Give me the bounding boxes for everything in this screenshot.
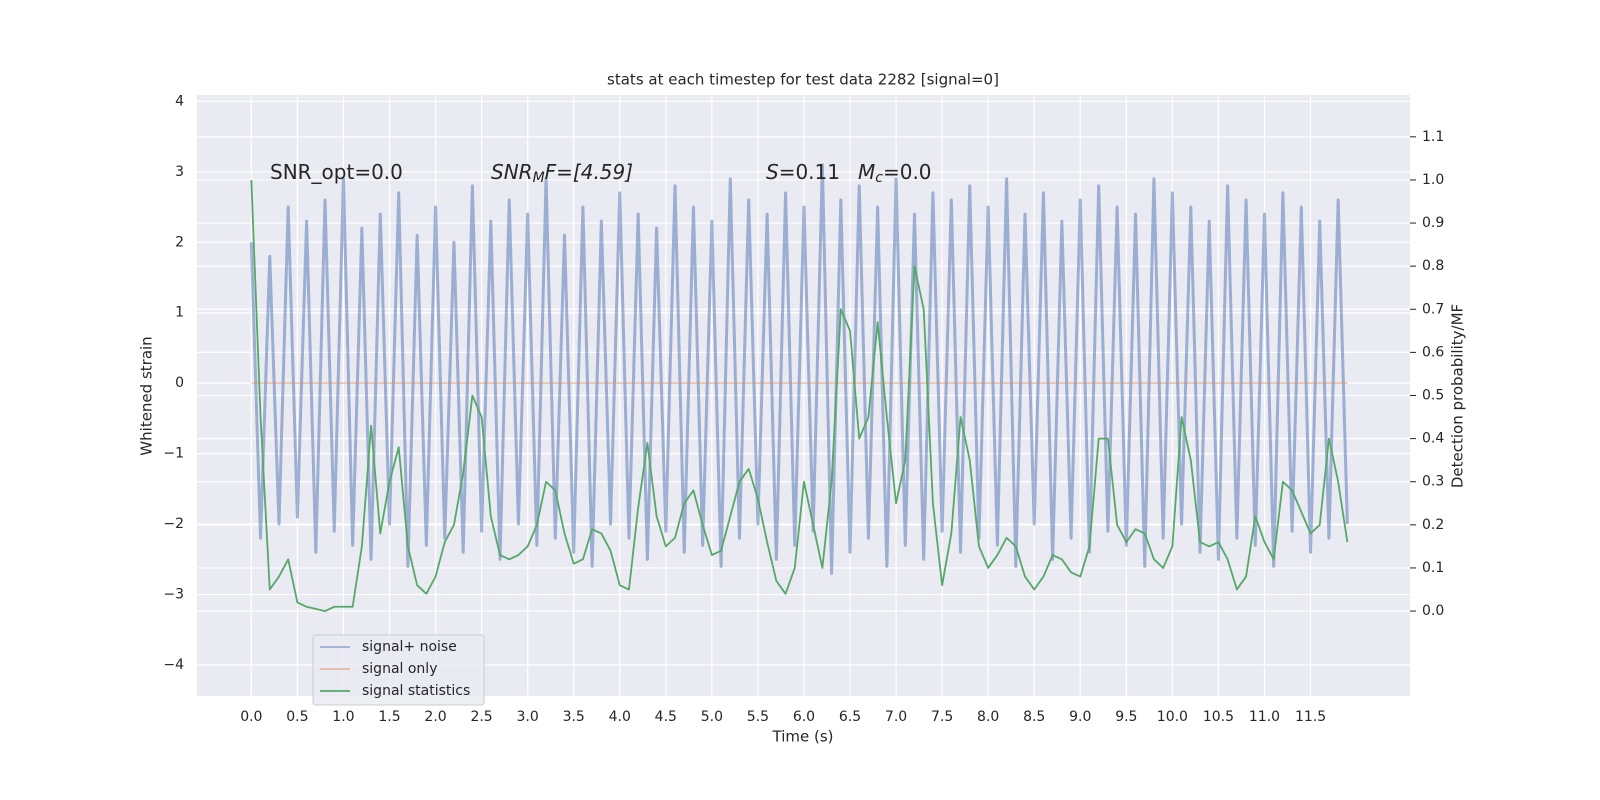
x-tick-label: 10.0 [1157,709,1188,725]
y2-tick-label: 1.0 [1422,172,1444,188]
y2-tick-label: 0.3 [1422,474,1444,490]
x-tick-label: 1.5 [378,709,400,725]
x-axis-label: Time (s) [772,728,834,746]
y2-tick-label: 0.5 [1422,388,1444,404]
x-tick-label: 1.0 [332,709,354,725]
annotation: SNRMF=[4.59] [491,160,633,187]
x-tick-label: 9.0 [1069,709,1091,725]
x-tick-label: 11.5 [1295,709,1326,725]
annotation-text: F=[4.59] [545,160,633,184]
y-tick-label: −3 [163,587,184,603]
legend: signal+ noise signal only signal statistic… [312,634,485,706]
y2-tick-label: 0.4 [1422,431,1444,447]
x-tick-label: 5.0 [701,709,723,725]
y-tick-label: 0 [175,375,184,391]
annotation: S=0.11 [766,160,840,184]
y-tick-label: −2 [163,516,184,532]
x-tick-label: 8.5 [1023,709,1045,725]
marks [249,163,1349,612]
series-line [250,179,1349,612]
series-line [249,163,1349,575]
annotation-text: =0.0 [883,160,932,184]
y2-tick-label: 0.8 [1422,258,1444,274]
annotation-subscript: c [875,170,883,186]
legend-box [312,634,485,706]
y2-tick-label: 0.2 [1422,517,1444,533]
x-tick-label: 6.0 [793,709,815,725]
y-tick-label: 3 [175,164,184,180]
y-tick-label: 4 [175,93,184,109]
y2-tick-label: 0.1 [1422,560,1444,576]
annotation-text: SNR [491,160,533,184]
y2-axis-label: Detection probability/MF [1449,304,1467,488]
x-tick-label: 3.0 [517,709,539,725]
x-tick-label: 0.5 [286,709,308,725]
y-tick-label: −1 [163,446,184,462]
legend-label: signal+ noise [362,639,457,655]
legend-label: signal only [362,661,437,677]
x-tick-label: 2.5 [470,709,492,725]
y-tick-label: 2 [175,234,184,250]
x-tick-label: 10.5 [1203,709,1234,725]
annotation: Mc=0.0 [858,160,932,187]
annotation-subscript: M [533,170,545,186]
y-tick-label: −4 [163,657,184,673]
y2-tick-label: 0.6 [1422,344,1444,360]
y2-tick-label: 0.7 [1422,301,1444,317]
x-tick-label: 0.0 [240,709,262,725]
x-tick-label: 4.0 [609,709,631,725]
annotation-text: =0.11 [779,160,840,184]
y2-tick-label: 1.1 [1422,129,1444,145]
x-tick-label: 5.5 [747,709,769,725]
x-tick-label: 8.0 [977,709,999,725]
legend-label: signal statistics [362,683,470,699]
y-tick-label: 1 [175,305,184,321]
x-tick-label: 7.5 [931,709,953,725]
y-axis-label: Whitened strain [138,336,156,455]
x-tick-label: 7.0 [885,709,907,725]
x-tick-label: 4.5 [655,709,677,725]
annotation-text: SNR_opt=0.0 [270,160,403,184]
x-tick-label: 2.0 [424,709,446,725]
y2-tick-label: 0.0 [1422,603,1444,619]
x-tick-label: 11.0 [1249,709,1280,725]
x-tick-label: 6.5 [839,709,861,725]
annotation: SNR_opt=0.0 [270,160,403,184]
annotation-text: M [858,160,875,184]
x-tick-label: 3.5 [563,709,585,725]
chart-title: stats at each timestep for test data 228… [607,71,999,89]
annotation-text: S [766,160,779,184]
y2-tick-label: 0.9 [1422,215,1444,231]
x-tick-label: 9.5 [1115,709,1137,725]
